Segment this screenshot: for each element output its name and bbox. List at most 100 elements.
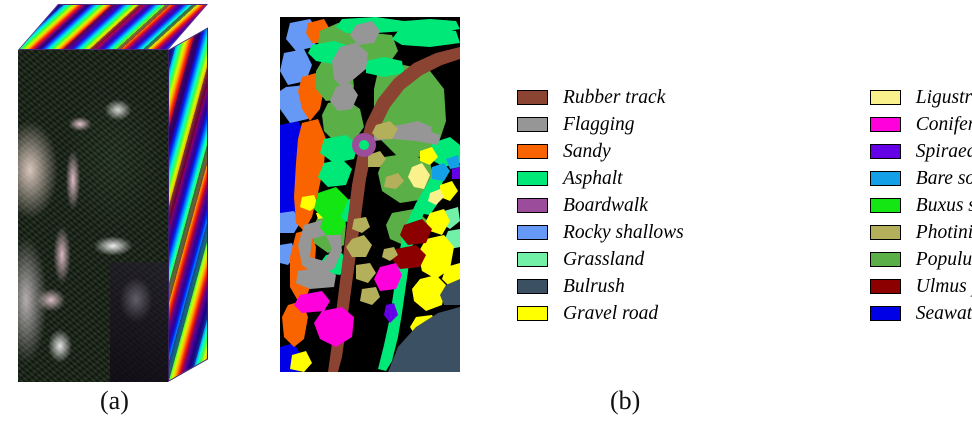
legend-label-rubber-track: Rubber track [563,87,666,108]
legend-item-spiraea: Spiraea [869,138,972,165]
legend-label-populus: Populus [915,249,972,270]
cube-front-shadow [110,262,168,382]
region-bulrush [440,279,460,305]
panel-c-legend: Rubber track Flagging Sandy Asphalt Boar… [495,0,972,428]
legend-item-populus: Populus [869,246,972,273]
region-gravel-road [418,235,454,279]
legend-label-spiraea: Spiraea [915,141,972,162]
region-rocky-shallows [280,211,300,233]
legend-label-buxus-sinica: Buxus sinica [915,195,972,216]
region-buxus-sinica [320,213,346,235]
legend-swatch-sandy [517,144,548,159]
legend-swatch-bulrush [517,279,548,294]
legend-swatch-spiraea [869,144,901,159]
classification-map [280,17,460,372]
region-photinia-serrulata [356,263,376,283]
region-gravel-road [300,195,318,211]
region-coniferous-pine [374,263,402,291]
legend-label-seawater: Seawater [915,303,972,324]
legend-item-bulrush: Bulrush [517,273,684,300]
region-gravel-road [412,275,446,311]
region-flagging [332,43,368,87]
legend-item-rubber-track: Rubber track [517,84,684,111]
legend-label-photinia-serrulata: Photinia serrulata [915,222,972,243]
legend-swatch-gravel-road [517,306,548,321]
region-photinia-serrulata [372,121,398,139]
region-asphalt [366,57,404,77]
legend-swatch-grassland [517,252,548,267]
legend-columns: Rubber track Flagging Sandy Asphalt Boar… [517,84,972,327]
region-coniferous-pine [314,307,354,347]
legend-swatch-coniferous-pine [869,117,901,132]
region-bulrush [388,307,460,372]
region-asphalt [320,135,358,163]
legend-item-asphalt: Asphalt [517,165,684,192]
region-photinia-serrulata [382,247,398,261]
region-ligustrum-vicaryi [428,189,444,205]
legend-item-photinia-serrulata: Photinia serrulata [869,219,972,246]
cube-top-stripe-overlay [19,5,207,49]
region-spiraea [384,303,398,323]
caption-b: (b) [610,386,641,415]
legend-item-flagging: Flagging [517,111,684,138]
legend-swatch-buxus-sinica [869,198,901,213]
cube-right-face-spectral-bands [168,27,208,383]
region-photinia-serrulata [360,287,380,305]
region-photinia-serrulata [384,173,404,189]
legend-swatch-rubber-track [517,90,548,105]
region-flagging [398,121,432,137]
legend-label-sandy: Sandy [563,141,611,162]
region-photinia-serrulata [368,151,386,167]
cube-front-face-rgb-scene [18,50,168,382]
panel-a-hyperspectral-cube: (a) [0,0,255,428]
legend-swatch-boardwalk [517,198,548,213]
region-flagging [296,267,336,289]
caption-a: (a) [100,386,129,415]
region-asphalt [378,167,448,371]
region-asphalt [318,159,352,187]
panel-b-classification-map: (b) [255,0,640,428]
legend-swatch-populus [869,252,901,267]
legend-swatch-ulmus-pumila [869,279,901,294]
legend-item-ligustrum-vicaryi: Ligustrum vicaryi [869,84,972,111]
legend-item-coniferous-pine: Coniferous pine [869,111,972,138]
legend-label-bulrush: Bulrush [563,276,625,297]
region-gravel-road [420,147,438,165]
legend-swatch-flagging [517,117,548,132]
legend-label-ulmus-pumila: Ulmus pumila L [915,276,972,297]
region-photinia-serrulata [352,217,370,233]
legend-item-seawater: Seawater [869,300,972,327]
legend-item-ulmus-pumila: Ulmus pumila L [869,273,972,300]
region-buxus-sinica [314,187,348,219]
legend-label-ligustrum-vicaryi: Ligustrum vicaryi [915,87,972,108]
region-gravel-road [426,209,450,235]
legend-item-boardwalk: Boardwalk [517,192,684,219]
region-gravel-road [290,351,312,372]
region-bare-soil [446,155,460,169]
legend-item-bare-soil: Bare soil [869,165,972,192]
legend-swatch-ligustrum-vicaryi [869,90,901,105]
region-rocky-shallows [280,49,312,85]
region-ligustrum-vicaryi [408,163,430,189]
legend-column-right: Ligustrum vicaryi Coniferous pine Spirae… [869,84,972,327]
region-photinia-serrulata [346,235,372,257]
region-flagging [350,21,380,45]
legend-swatch-seawater [869,306,901,321]
classification-map-svg [280,17,460,372]
legend-label-boardwalk: Boardwalk [563,195,648,216]
legend-swatch-asphalt [517,171,548,186]
region-bare-soil [432,163,450,181]
legend-swatch-rocky-shallows [517,225,548,240]
legend-swatch-photinia-serrulata [869,225,901,240]
legend-label-gravel-road: Gravel road [563,303,659,324]
hsi-cube [18,4,208,383]
legend-label-rocky-shallows: Rocky shallows [563,222,684,243]
legend-label-grassland: Grassland [563,249,645,270]
region-asphalt [392,27,460,47]
region-populus [322,99,364,143]
cube-right-stripe-overlay [169,28,207,381]
legend-item-grassland: Grassland [517,246,684,273]
legend-label-coniferous-pine: Coniferous pine [915,114,972,135]
region-coniferous-pine [294,291,330,313]
legend-item-gravel-road: Gravel road [517,300,684,327]
